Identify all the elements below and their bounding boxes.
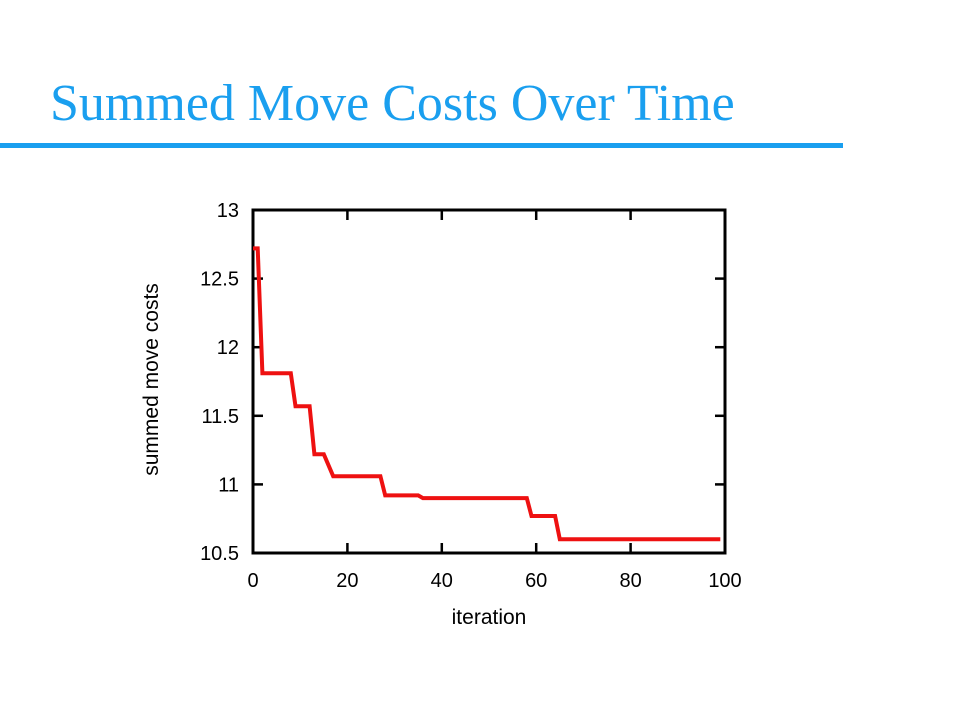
x-tick-label: 20 <box>336 570 358 592</box>
x-tick-label: 60 <box>525 570 547 592</box>
y-tick-label: 13 <box>217 200 239 222</box>
series-layer <box>253 246 721 542</box>
x-tick-label: 80 <box>619 570 641 592</box>
y-tick-label: 12 <box>217 337 239 359</box>
x-tick-label: 100 <box>708 570 741 592</box>
x-tick-label: 40 <box>431 570 453 592</box>
y-tick-label: 12.5 <box>200 269 239 291</box>
x-tick-label: 0 <box>247 570 258 592</box>
axis-tick-labels: 0 20 40 60 80 100 10.5 11 11.5 12 12.5 13 <box>200 200 742 592</box>
y-tick-label: 11 <box>218 474 239 496</box>
title-underline <box>0 143 843 148</box>
y-axis-label: summed move costs <box>140 283 163 476</box>
x-axis-label: iteration <box>452 606 527 629</box>
slide-title: Summed Move Costs Over Time <box>50 75 735 132</box>
y-tick-label: 11.5 <box>202 406 239 428</box>
axis-ticks <box>251 208 727 555</box>
plot-frame <box>251 208 727 555</box>
series-line <box>253 246 721 542</box>
y-tick-label: 10.5 <box>200 543 239 565</box>
